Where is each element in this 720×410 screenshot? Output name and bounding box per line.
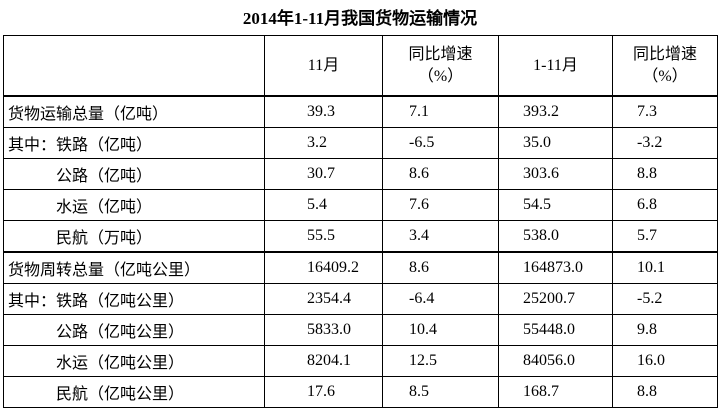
value-cell: 2354.4: [264, 283, 383, 315]
table-body: 11月 同比增速 （%） 1-11月 同比增速 （%） 货物运输总量（亿吨） 39.3 7.1 3…: [3, 35, 718, 408]
value-cell: 16.0: [612, 345, 718, 377]
value-cell: 12.5: [382, 345, 499, 377]
value-cell: 8204.1: [264, 345, 383, 377]
value-cell: 39.3: [264, 95, 383, 128]
header-cell: 1-11月: [498, 35, 613, 97]
row-label: 水运（亿吨公里）: [3, 345, 265, 377]
table-row: 民航（亿吨公里） 17.6 8.5 168.7 8.8: [3, 376, 718, 408]
header-text: 11月: [307, 56, 340, 74]
value-cell: 30.7: [264, 158, 383, 190]
value-cell: 10.1: [612, 251, 718, 284]
row-label: 公路（亿吨公里）: [3, 314, 265, 346]
table-row: 民航（万吨） 55.5 3.4 538.0 5.7: [3, 220, 718, 253]
header-text: （%）: [417, 67, 464, 85]
value-cell: 8.8: [612, 376, 718, 408]
row-label: 其中：铁路（亿吨）: [3, 127, 265, 159]
value-cell: 55448.0: [498, 314, 613, 346]
table-row: 货物运输总量（亿吨） 39.3 7.1 393.2 7.3: [3, 95, 718, 128]
value-cell: 25200.7: [498, 283, 613, 315]
table-row: 货物周转总量（亿吨公里） 16409.2 8.6 164873.0 10.1: [3, 251, 718, 284]
header-text: 1-11月: [533, 56, 578, 74]
value-cell: 3.2: [264, 127, 383, 159]
header-cell: 同比增速 （%）: [382, 35, 499, 97]
value-cell: 6.8: [612, 189, 718, 221]
value-cell: 5.4: [264, 189, 383, 221]
table-row: 其中：铁路（亿吨） 3.2 -6.5 35.0 -3.2: [3, 127, 718, 159]
header-row: 11月 同比增速 （%） 1-11月 同比增速 （%）: [3, 35, 718, 97]
table-row: 公路（亿吨） 30.7 8.6 303.6 8.8: [3, 158, 718, 190]
table-row: 水运（亿吨） 5.4 7.6 54.5 6.8: [3, 189, 718, 221]
value-cell: 5833.0: [264, 314, 383, 346]
value-cell: 168.7: [498, 376, 613, 408]
value-cell: 10.4: [382, 314, 499, 346]
value-cell: -6.4: [382, 283, 499, 315]
table-row: 其中：铁路（亿吨公里） 2354.4 -6.4 25200.7 -5.2: [3, 283, 718, 315]
value-cell: 8.6: [382, 251, 499, 284]
value-cell: 9.8: [612, 314, 718, 346]
freight-table: 11月 同比增速 （%） 1-11月 同比增速 （%） 货物运输总量（亿吨） 39.3 7.1 3…: [3, 35, 718, 408]
table-row: 公路（亿吨公里） 5833.0 10.4 55448.0 9.8: [3, 314, 718, 346]
table-row: 水运（亿吨公里） 8204.1 12.5 84056.0 16.0: [3, 345, 718, 377]
row-label: 民航（万吨）: [3, 220, 265, 253]
value-cell: 55.5: [264, 220, 383, 253]
header-text: 同比增速: [408, 45, 473, 63]
value-cell: 7.6: [382, 189, 499, 221]
value-cell: 303.6: [498, 158, 613, 190]
row-label: 货物周转总量（亿吨公里）: [3, 251, 265, 284]
value-cell: 7.3: [612, 95, 718, 128]
header-cell: 11月: [264, 35, 383, 97]
row-label: 水运（亿吨）: [3, 189, 265, 221]
value-cell: -6.5: [382, 127, 499, 159]
header-cell: [3, 35, 265, 97]
row-label: 其中：铁路（亿吨公里）: [3, 283, 265, 315]
table-title: 2014年1-11月我国货物运输情况: [242, 9, 478, 28]
row-label: 公路（亿吨）: [3, 158, 265, 190]
value-cell: 8.8: [612, 158, 718, 190]
value-cell: 17.6: [264, 376, 383, 408]
value-cell: 7.1: [382, 95, 499, 128]
value-cell: 8.5: [382, 376, 499, 408]
value-cell: 3.4: [382, 220, 499, 253]
value-cell: 35.0: [498, 127, 613, 159]
value-cell: 5.7: [612, 220, 718, 253]
value-cell: 84056.0: [498, 345, 613, 377]
header-cell: 同比增速 （%）: [612, 35, 718, 97]
value-cell: 393.2: [498, 95, 613, 128]
row-label: 货物运输总量（亿吨）: [3, 95, 265, 128]
row-label: 民航（亿吨公里）: [3, 376, 265, 408]
value-cell: 16409.2: [264, 251, 383, 284]
value-cell: -5.2: [612, 283, 718, 315]
value-cell: 538.0: [498, 220, 613, 253]
value-cell: -3.2: [612, 127, 718, 159]
value-cell: 8.6: [382, 158, 499, 190]
value-cell: 54.5: [498, 189, 613, 221]
header-text: 同比增速: [632, 45, 697, 63]
value-cell: 164873.0: [498, 251, 613, 284]
header-text: （%）: [642, 67, 688, 85]
